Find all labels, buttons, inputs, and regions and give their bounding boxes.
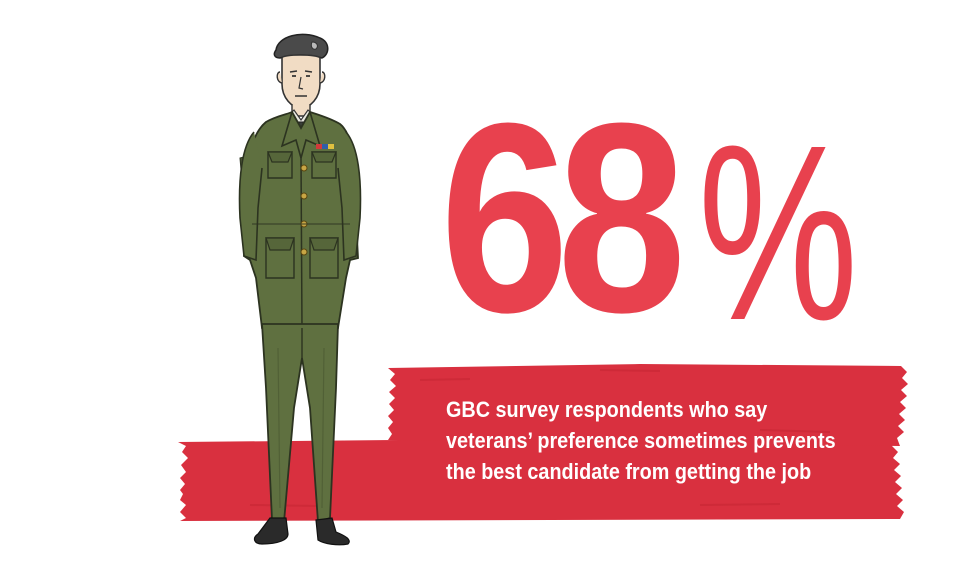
stat-value: 68 % [440,84,858,358]
caption-line-3: the best candidate from getting the job [446,459,812,484]
trousers [261,323,339,524]
caption-line-1: GBC survey respondents who say [446,397,768,422]
caption-line-2: veterans’ preference sometimes prevents [446,428,836,453]
right-boot [315,517,350,546]
beret [273,33,329,59]
stat-digits: 68 [440,68,686,369]
stat-caption: GBC survey respondents who say veterans’… [446,394,860,487]
head [281,54,321,109]
soldier-illustration [238,33,362,546]
percent-sign: % [698,93,859,372]
left-boot [253,517,289,545]
